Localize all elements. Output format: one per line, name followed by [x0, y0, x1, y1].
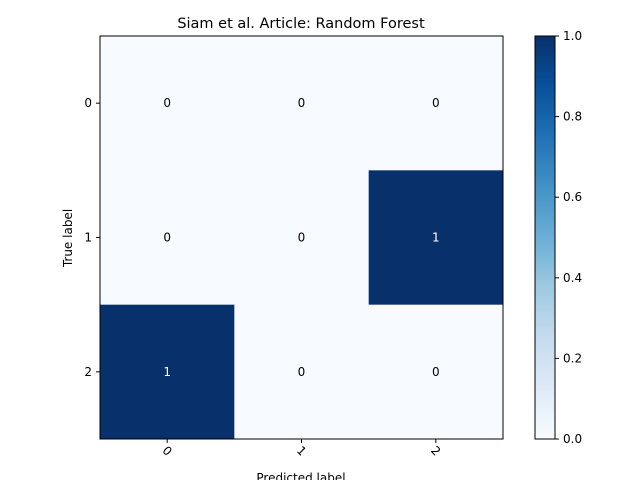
colorbar-tick-label: 1.0 [563, 29, 582, 43]
x-tick-label: 2 [428, 443, 443, 458]
heatmap-cell-1-2 [368, 170, 504, 306]
heatmap-cell-2-0 [100, 304, 235, 440]
colorbar [534, 35, 556, 440]
cell-value-label-1-2: 1 [432, 231, 440, 245]
x-axis-label: Predicted label [256, 471, 345, 480]
heatmap-cell-labels: 0 0 0 0 0 1 1 0 0 [163, 96, 439, 379]
cell-value-label-1-1: 0 [298, 231, 306, 245]
x-tick-label: 0 [160, 443, 175, 458]
cell-value-label-2-1: 0 [298, 365, 306, 379]
heatmap-cell-1-1 [234, 170, 370, 306]
heatmap-cell-1-0 [100, 170, 235, 306]
x-tick-label: 1 [294, 443, 309, 458]
colorbar-ticks: 0.0 0.2 0.4 0.6 0.8 1.0 [555, 29, 582, 446]
x-axis-ticks: 0 1 2 [160, 439, 443, 459]
heatmap-cell-0-1 [234, 36, 370, 171]
y-tick-label: 1 [84, 231, 92, 245]
y-tick-label: 0 [84, 96, 92, 110]
cell-value-label-1-0: 0 [163, 231, 171, 245]
heatmap-cell-2-1 [234, 304, 370, 440]
cell-value-label-0-1: 0 [298, 96, 306, 110]
y-axis-ticks: 0 1 2 [84, 96, 100, 379]
heatmap-cell-2-2 [368, 304, 504, 440]
cell-value-label-0-2: 0 [432, 96, 440, 110]
heatmap-cell-0-2 [368, 36, 504, 171]
cell-value-label-0-0: 0 [163, 96, 171, 110]
heatmap-cells [100, 36, 504, 440]
heatmap-cell-0-0 [100, 36, 235, 171]
y-tick-label: 2 [84, 365, 92, 379]
cell-value-label-2-0: 1 [163, 365, 171, 379]
colorbar-tick-label: 0.8 [563, 110, 582, 124]
colorbar-tick-label: 0.2 [563, 351, 582, 365]
cell-value-label-2-2: 0 [432, 365, 440, 379]
y-axis-label: True label [61, 209, 75, 268]
colorbar-tick-label: 0.4 [563, 271, 582, 285]
colorbar-tick-label: 0.6 [563, 190, 582, 204]
chart-title: Siam et al. Article: Random Forest [177, 16, 425, 32]
colorbar-tick-label: 0.0 [563, 432, 582, 446]
